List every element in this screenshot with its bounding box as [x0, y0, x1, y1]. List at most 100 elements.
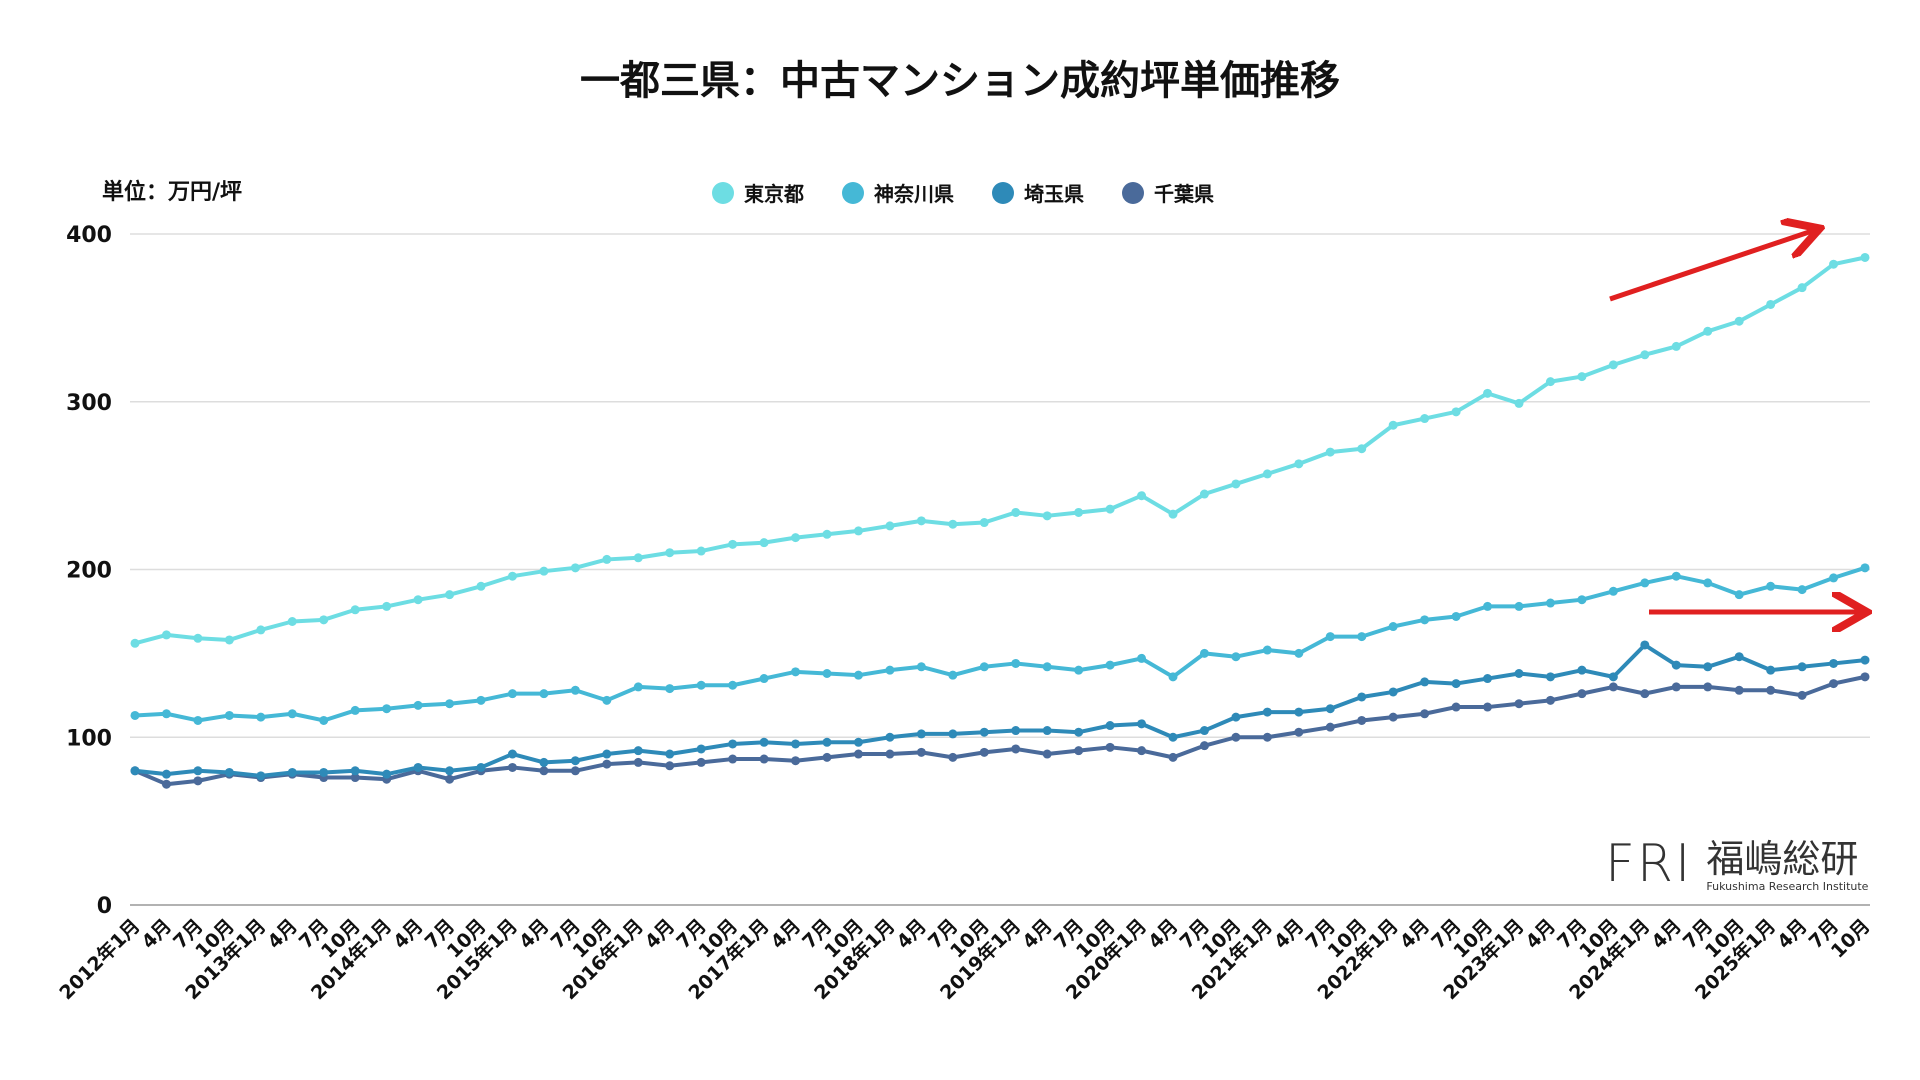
data-point: [507, 571, 517, 581]
data-point: [1483, 601, 1493, 611]
data-point: [853, 526, 863, 536]
data-point: [1388, 712, 1398, 722]
x-tick-label: 4月: [1144, 915, 1182, 953]
data-point: [193, 633, 203, 643]
data-point: [256, 771, 266, 781]
x-tick-label: 4月: [1018, 915, 1056, 953]
x-tick-label: 4月: [1773, 915, 1811, 953]
data-point: [1231, 712, 1241, 722]
data-point: [224, 767, 234, 777]
data-point: [728, 539, 738, 549]
x-tick-label: 4月: [1522, 915, 1560, 953]
data-point: [1608, 586, 1618, 596]
data-point: [1168, 732, 1178, 742]
data-point: [1514, 398, 1524, 408]
data-point: [1137, 653, 1147, 663]
data-point: [1168, 672, 1178, 682]
data-point: [382, 704, 392, 714]
data-point: [1451, 702, 1461, 712]
data-point: [1262, 645, 1272, 655]
legend-item-saitama: 埼玉県: [992, 178, 1084, 207]
data-point: [665, 548, 675, 558]
data-point: [1137, 719, 1147, 729]
data-point: [1451, 407, 1461, 417]
data-point: [507, 749, 517, 759]
x-tick-label: 4月: [138, 915, 176, 953]
data-point: [570, 766, 580, 776]
data-point: [1199, 648, 1209, 658]
data-point: [445, 699, 455, 709]
trend-arrow-tokyo: [1609, 230, 1815, 302]
series-line-神奈川県: [134, 565, 1866, 723]
data-point: [445, 774, 455, 784]
data-point: [1105, 504, 1115, 514]
data-point: [1608, 360, 1618, 370]
data-point: [1231, 732, 1241, 742]
data-point: [1231, 479, 1241, 489]
data-point: [319, 715, 329, 725]
x-tick-label: 4月: [1396, 915, 1434, 953]
data-point: [1420, 615, 1430, 625]
data-point: [224, 710, 234, 720]
data-point: [382, 769, 392, 779]
data-point: [696, 546, 706, 556]
data-point: [130, 638, 140, 648]
data-point: [633, 553, 643, 563]
data-point: [948, 670, 958, 680]
data-point: [1671, 571, 1681, 581]
data-point: [1074, 746, 1084, 756]
data-point: [1577, 665, 1587, 675]
data-point: [728, 739, 738, 749]
data-point: [822, 752, 832, 762]
data-point: [1357, 632, 1367, 642]
data-point: [728, 754, 738, 764]
data-point: [1074, 727, 1084, 737]
y-tick-label: 0: [97, 894, 112, 919]
data-point: [1042, 511, 1052, 521]
data-point: [1797, 662, 1807, 672]
data-point: [350, 605, 360, 615]
data-point: [1514, 601, 1524, 611]
x-tick-label: 2012年1月: [55, 914, 145, 1004]
data-point: [853, 737, 863, 747]
data-point: [1766, 665, 1776, 675]
data-point: [602, 554, 612, 564]
data-point: [665, 761, 675, 771]
data-point: [633, 757, 643, 767]
data-point: [853, 749, 863, 759]
data-point: [1829, 573, 1839, 583]
data-point: [1577, 689, 1587, 699]
series-line-東京都: [134, 255, 1866, 646]
data-point: [1074, 665, 1084, 675]
data-point: [791, 533, 801, 543]
data-point: [161, 779, 171, 789]
data-point: [759, 538, 769, 548]
data-point: [1766, 685, 1776, 695]
data-point: [1797, 283, 1807, 293]
data-point: [728, 680, 738, 690]
data-point: [791, 667, 801, 677]
legend-marker: [842, 181, 864, 204]
data-point: [413, 762, 423, 772]
data-point: [193, 776, 203, 786]
legend: 東京都 神奈川県 埼玉県 千葉県: [712, 178, 1214, 207]
data-point: [161, 769, 171, 779]
data-point: [224, 635, 234, 645]
data-point: [570, 563, 580, 573]
data-point: [979, 747, 989, 757]
y-axis-unit-label: 単位：万円/坪: [102, 180, 243, 205]
data-point: [1829, 259, 1839, 269]
data-point: [287, 767, 297, 777]
data-point: [1703, 578, 1713, 588]
data-point: [1640, 640, 1650, 650]
data-point: [507, 689, 517, 699]
data-point: [633, 682, 643, 692]
data-point: [1640, 578, 1650, 588]
data-point: [916, 662, 926, 672]
data-point: [1388, 622, 1398, 632]
data-point: [476, 695, 486, 705]
data-point: [161, 709, 171, 719]
data-point: [1199, 726, 1209, 736]
data-point: [948, 752, 958, 762]
